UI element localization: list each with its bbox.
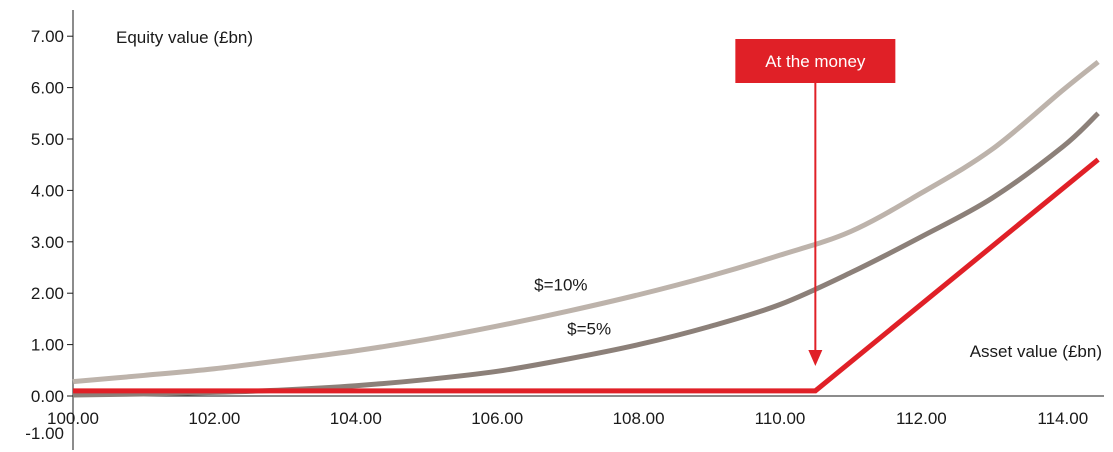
- series-line-10pct: [72, 59, 1100, 385]
- y-tick-label: 7.00: [31, 27, 64, 46]
- y-tick-label: 0.00: [31, 387, 64, 406]
- callout: At the money: [735, 39, 896, 366]
- callout-box: [735, 39, 896, 83]
- x-tick-label: 106.00: [471, 409, 523, 428]
- series-label-5pct: $=5%: [567, 319, 611, 338]
- y-tick-label: 5.00: [31, 130, 64, 149]
- x-tick-label: 108.00: [613, 409, 665, 428]
- series-lines: [72, 59, 1100, 398]
- y-tick-label: 3.00: [31, 233, 64, 252]
- x-tick-label: 100.00: [47, 409, 99, 428]
- axes: 0.00 1.00 2.00 3.00 4.00 5.00 6.00 7.00 100.00 10…: [31, 10, 1104, 450]
- series-label-10pct: $=10%: [534, 276, 587, 295]
- y-axis-title: Equity value (£bn): [116, 28, 253, 47]
- callout-text: At the money: [765, 52, 866, 71]
- y-tick-label: 6.00: [31, 79, 64, 98]
- y-tick-label: 1.00: [31, 336, 64, 355]
- callout-arrow-head: [808, 350, 823, 366]
- series-line-5pct: [72, 111, 1100, 398]
- x-tick-label: 102.00: [188, 409, 240, 428]
- x-tick-label: 114.00: [1037, 409, 1088, 428]
- x-axis-title: Asset value (£bn): [970, 342, 1102, 361]
- y-tick-label: 2.00: [31, 284, 64, 303]
- x-tick-label: 104.00: [330, 409, 382, 428]
- y-tick-label: 4.00: [31, 181, 64, 200]
- x-tick-label: 112.00: [896, 409, 947, 428]
- labels: Equity value (£bn) Asset value (£bn) $=1…: [25, 28, 1102, 443]
- series-line-at-expiry: [73, 157, 1100, 394]
- y-extra-tick-label: -1.00: [25, 424, 64, 443]
- x-tick-label: 110.00: [755, 409, 806, 428]
